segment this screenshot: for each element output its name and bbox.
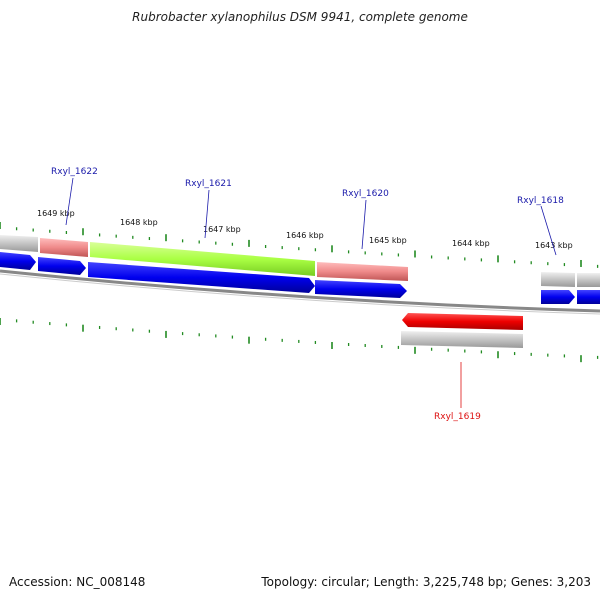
gene-label[interactable]: Rxyl_1621 [185, 179, 232, 189]
genome-backbone [0, 269, 600, 313]
gene-label[interactable]: Rxyl_1620 [342, 189, 389, 199]
feature-segment-pink[interactable] [317, 262, 408, 281]
gene-arrow-forward[interactable] [315, 280, 407, 298]
kbp-label: 1646 kbp [286, 231, 324, 240]
gene-arrow-forward[interactable] [541, 290, 575, 304]
gene-arrow-reverse[interactable] [402, 313, 523, 330]
kbp-label: 1643 kbp [535, 241, 573, 250]
inner-tick-ring [0, 318, 599, 363]
kbp-label: 1644 kbp [452, 239, 490, 248]
feature-segment-gray[interactable] [541, 272, 575, 287]
gene-label[interactable]: Rxyl_1618 [517, 196, 564, 206]
gene-arrow-forward[interactable] [0, 252, 36, 270]
outer-tick-ring [0, 222, 599, 268]
feature-segment-green[interactable] [90, 242, 315, 276]
gene-label[interactable]: Rxyl_1619 [434, 412, 481, 422]
gene-arrow-forward[interactable] [88, 262, 315, 293]
feature-segment-gray[interactable] [577, 273, 600, 287]
footer-accession: Accession: NC_008148 [9, 575, 146, 589]
feature-segment-pink[interactable] [40, 238, 88, 257]
kbp-label: 1645 kbp [369, 236, 407, 245]
footer-summary: Topology: circular; Length: 3,225,748 bp… [261, 575, 591, 589]
kbp-label: 1647 kbp [203, 225, 241, 234]
kbp-label: 1648 kbp [120, 218, 158, 227]
genome-backbone-shadow [0, 273, 600, 315]
gene-arrow-forward[interactable] [577, 290, 600, 304]
map-title: Rubrobacter xylanophilus DSM 9941, compl… [132, 10, 468, 24]
gene-leader-line [65, 177, 74, 226]
gene-leader-line [204, 189, 210, 239]
gene-leader-line [361, 199, 367, 250]
kbp-label: 1649 kbp [37, 209, 75, 218]
feature-segment-gray[interactable] [401, 331, 523, 348]
gene-arrow-forward[interactable] [38, 257, 86, 275]
gene-leader-line [540, 205, 557, 256]
gene-label[interactable]: Rxyl_1622 [51, 167, 98, 177]
feature-segment-gray[interactable] [0, 235, 38, 252]
